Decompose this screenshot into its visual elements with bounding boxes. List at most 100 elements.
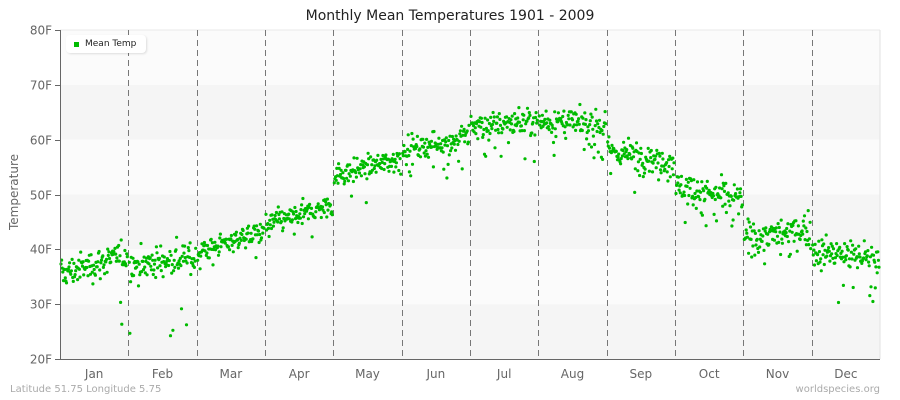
data-point bbox=[320, 205, 325, 209]
data-point bbox=[864, 258, 868, 262]
data-point bbox=[496, 127, 500, 132]
data-point bbox=[705, 179, 709, 183]
data-point bbox=[106, 247, 110, 251]
data-point bbox=[479, 116, 483, 120]
data-point bbox=[101, 254, 105, 258]
data-point bbox=[570, 118, 575, 122]
data-point bbox=[426, 145, 430, 149]
data-point bbox=[607, 135, 611, 139]
data-point bbox=[772, 238, 777, 242]
data-point bbox=[574, 128, 578, 132]
data-point bbox=[838, 245, 842, 249]
data-point bbox=[101, 265, 105, 269]
data-point bbox=[193, 259, 197, 263]
data-point bbox=[806, 209, 810, 213]
data-point bbox=[576, 119, 580, 123]
data-point bbox=[458, 129, 462, 133]
data-point bbox=[303, 212, 307, 216]
data-point bbox=[449, 149, 453, 153]
data-point bbox=[543, 117, 547, 121]
data-point bbox=[699, 190, 703, 194]
data-point bbox=[670, 167, 674, 171]
data-point bbox=[647, 159, 651, 163]
data-point bbox=[678, 191, 682, 195]
data-point bbox=[217, 250, 221, 254]
data-point bbox=[207, 256, 211, 260]
data-point bbox=[843, 242, 847, 246]
data-point bbox=[686, 202, 690, 206]
data-point bbox=[607, 146, 612, 150]
data-point bbox=[198, 267, 202, 271]
data-point bbox=[325, 215, 329, 219]
data-point bbox=[473, 126, 477, 130]
data-point bbox=[486, 118, 490, 122]
data-point bbox=[594, 107, 598, 111]
data-point bbox=[450, 146, 454, 150]
data-point bbox=[338, 172, 343, 177]
data-point bbox=[149, 264, 153, 268]
data-point bbox=[406, 133, 410, 137]
data-point bbox=[325, 197, 329, 201]
x-tick-label: Jul bbox=[496, 367, 511, 381]
location-caption: Latitude 51.75 Longitude 5.75 bbox=[10, 384, 162, 395]
data-point bbox=[102, 263, 106, 267]
data-point bbox=[276, 220, 280, 224]
data-point bbox=[846, 248, 850, 252]
data-point bbox=[357, 171, 362, 175]
data-point bbox=[175, 235, 179, 239]
data-point bbox=[150, 253, 154, 257]
y-tick-label: 80F bbox=[30, 24, 52, 38]
data-point bbox=[862, 256, 866, 260]
data-point bbox=[179, 264, 183, 268]
data-point bbox=[266, 222, 270, 226]
data-point bbox=[300, 221, 304, 226]
data-point bbox=[637, 151, 641, 155]
data-point bbox=[871, 299, 875, 304]
data-point bbox=[840, 249, 844, 253]
data-point bbox=[734, 192, 738, 196]
data-point bbox=[492, 119, 496, 123]
data-point bbox=[389, 164, 394, 168]
data-point bbox=[774, 226, 778, 230]
data-point bbox=[467, 123, 471, 127]
data-point bbox=[600, 128, 604, 133]
grid-band bbox=[60, 139, 880, 195]
data-point bbox=[155, 251, 159, 255]
data-point bbox=[484, 126, 488, 130]
data-point bbox=[862, 239, 866, 243]
data-point bbox=[77, 258, 81, 262]
data-point bbox=[614, 149, 618, 153]
data-point bbox=[482, 127, 486, 132]
data-point bbox=[337, 162, 341, 166]
data-point bbox=[857, 244, 861, 248]
data-point bbox=[535, 121, 539, 125]
data-point bbox=[533, 115, 538, 120]
data-point bbox=[187, 255, 192, 259]
data-point bbox=[310, 235, 314, 239]
data-point bbox=[679, 183, 683, 187]
data-point bbox=[424, 149, 428, 153]
data-point bbox=[812, 263, 817, 267]
data-point bbox=[279, 219, 283, 224]
data-point bbox=[132, 273, 136, 278]
data-point bbox=[695, 189, 699, 193]
data-point bbox=[347, 172, 351, 176]
data-point bbox=[269, 226, 274, 231]
data-point bbox=[876, 258, 881, 262]
data-point bbox=[686, 180, 690, 184]
data-point bbox=[456, 142, 460, 147]
data-point bbox=[554, 134, 558, 139]
data-point bbox=[621, 148, 625, 153]
data-point bbox=[117, 259, 121, 263]
data-point bbox=[244, 246, 248, 250]
data-point bbox=[528, 113, 532, 117]
data-point bbox=[216, 244, 220, 248]
data-point bbox=[675, 183, 679, 187]
y-tick-label: 50F bbox=[30, 189, 52, 203]
data-point bbox=[322, 210, 326, 215]
data-point bbox=[875, 271, 879, 275]
data-point bbox=[643, 167, 647, 171]
data-point bbox=[498, 117, 502, 121]
data-point bbox=[252, 224, 256, 228]
data-point bbox=[497, 131, 501, 135]
